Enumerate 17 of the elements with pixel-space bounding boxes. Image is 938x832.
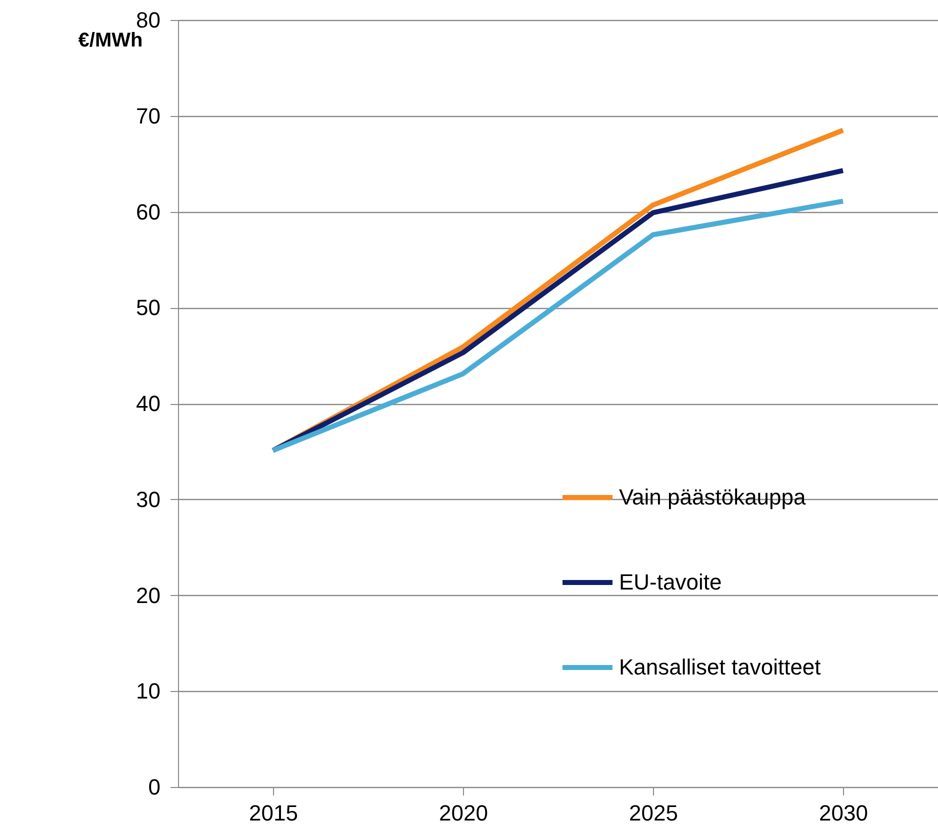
y-tick-label: 40 [136,391,160,416]
x-tick-label: 2020 [439,800,488,826]
legend-label: Kansalliset tavoitteet [619,654,821,680]
legend-label: Vain päästökauppa [619,484,807,510]
y-tick-label: 10 [136,678,160,704]
y-tick-label: 70 [136,103,160,128]
legend-label: EU-tavoite [619,570,722,594]
x-tick-label: 2025 [629,800,678,826]
y-tick-label: 0 [148,774,160,800]
y-tick-label: 20 [136,582,160,608]
y-tick-label: 80 [136,8,160,32]
y-axis-title: €/MWh [78,30,143,52]
y-tick-label: 50 [136,295,160,320]
x-tick-label: 2015 [249,800,298,826]
x-tick-label: 2030 [819,800,868,826]
y-tick-label: 30 [136,486,160,512]
y-tick-label: 60 [136,199,160,224]
